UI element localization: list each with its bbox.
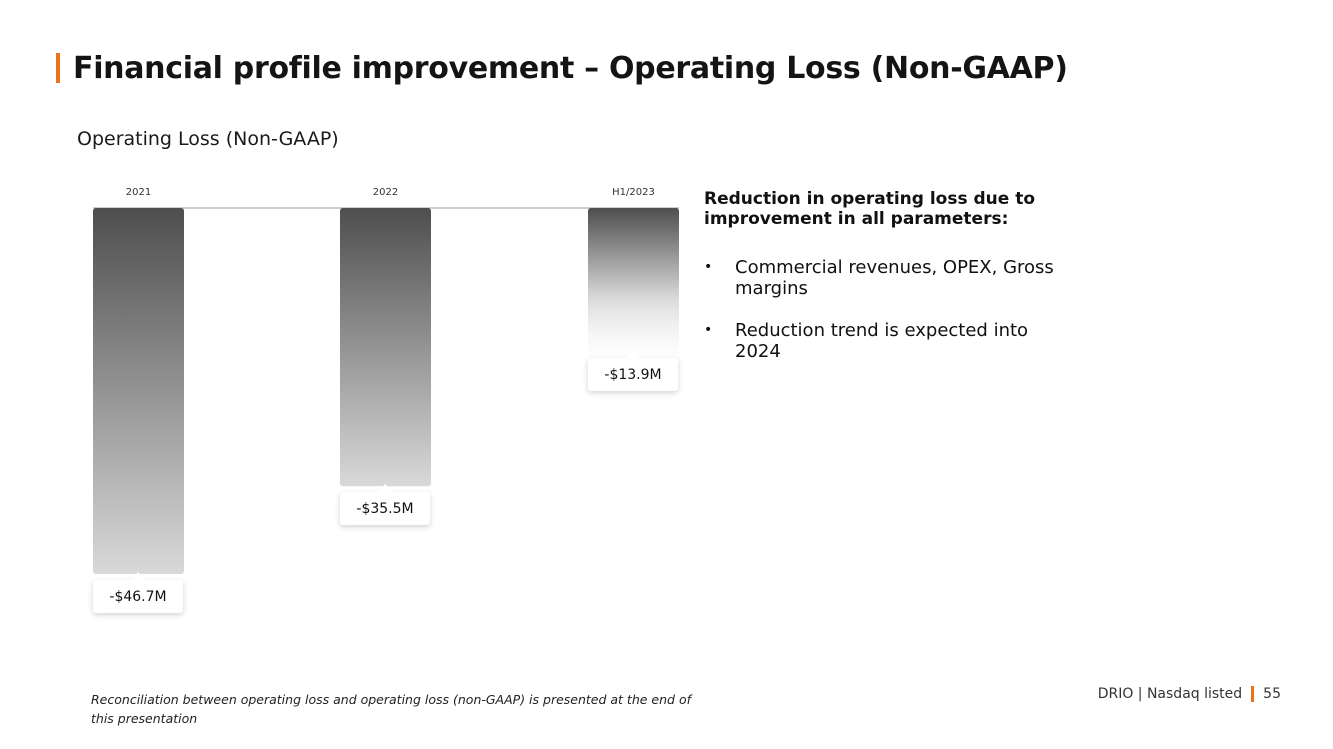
footnote: Reconciliation between operating loss an… <box>91 692 691 726</box>
footer: DRIO | Nasdaq listed 55 <box>1098 686 1281 702</box>
bar-h12023 <box>588 208 679 372</box>
category-label: H1/2023 <box>612 187 655 198</box>
bullet-text: Commercial revenues, OPEX, Gross margins <box>735 257 1054 299</box>
data-label: -$13.9M <box>588 350 678 391</box>
slide-title-wrap: Financial profile improvement – Operatin… <box>56 46 1068 90</box>
bar-2021 <box>93 208 184 574</box>
data-label: -$35.5M <box>340 484 430 526</box>
side-heading: Reduction in operating loss due to impro… <box>704 189 1036 229</box>
category-label: 2021 <box>125 187 152 198</box>
bullet-item: • Reduction trend is expected into 2024 <box>704 320 1074 362</box>
bar-2022 <box>340 208 431 487</box>
page-number: 55 <box>1263 686 1281 702</box>
bullet-list: • Commercial revenues, OPEX, Gross margi… <box>704 257 1074 362</box>
slide-title: Financial profile improvement – Operatin… <box>73 50 1068 86</box>
category-label: 2022 <box>372 187 399 198</box>
chart-title: Operating Loss (Non-GAAP) <box>77 128 339 150</box>
footer-text: DRIO | Nasdaq listed <box>1097 686 1243 702</box>
bullet-item: • Commercial revenues, OPEX, Gross margi… <box>704 257 1074 299</box>
bullet-icon: • <box>704 259 713 275</box>
data-label: -$46.7M <box>93 572 183 613</box>
title-accent-bar <box>56 53 60 83</box>
bullet-icon: • <box>704 322 713 338</box>
footer-accent-bar <box>1251 686 1255 702</box>
bullet-text: Reduction trend is expected into 2024 <box>735 320 1029 362</box>
side-commentary: Reduction in operating loss due to impro… <box>704 189 1074 383</box>
